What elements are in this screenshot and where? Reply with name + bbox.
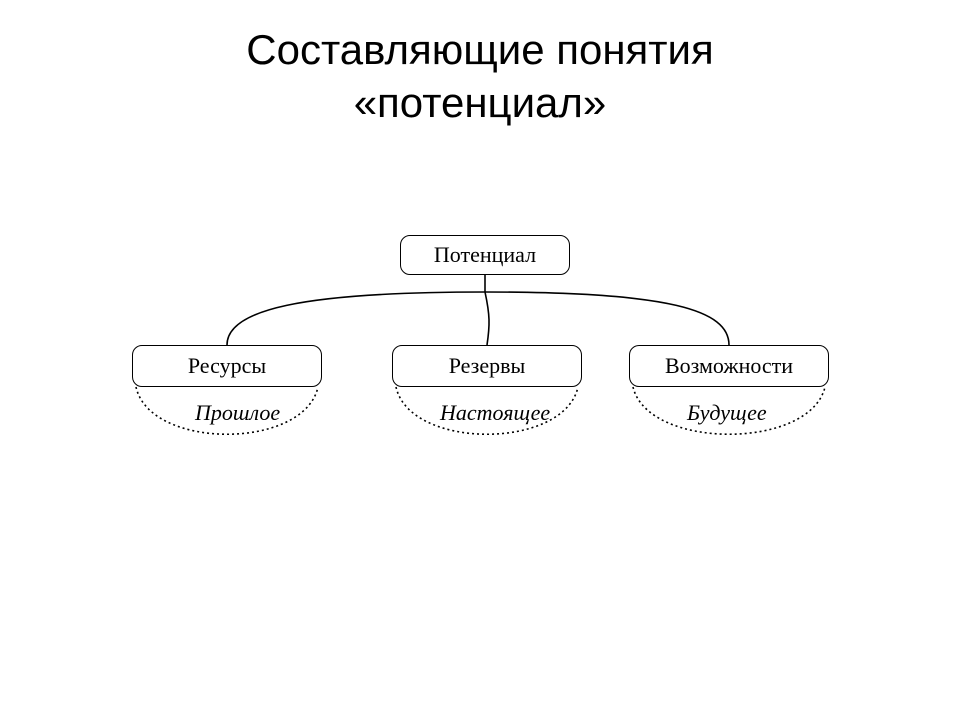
root-box: Потенциал	[400, 235, 570, 275]
sublabel-0-text: Прошлое	[195, 400, 280, 425]
fanout-middle	[485, 292, 489, 345]
diagram-container: Потенциал Ресурсы Резервы Возможности Пр…	[0, 230, 960, 550]
child-label-1: Резервы	[449, 353, 526, 379]
child-box-1: Резервы	[392, 345, 582, 387]
sublabel-0: Прошлое	[195, 400, 280, 426]
sublabel-2-text: Будущее	[687, 400, 767, 425]
fanout-curve	[227, 292, 729, 345]
slide-title: Составляющие понятия «потенциал»	[0, 0, 960, 129]
child-box-0: Ресурсы	[132, 345, 322, 387]
child-label-0: Ресурсы	[188, 353, 266, 379]
child-label-2: Возможности	[665, 353, 793, 379]
connectors-svg	[0, 230, 960, 550]
sublabel-2: Будущее	[687, 400, 767, 426]
root-label: Потенциал	[434, 242, 536, 268]
title-line-1: Составляющие понятия	[246, 26, 713, 73]
child-box-2: Возможности	[629, 345, 829, 387]
title-line-2: «потенциал»	[354, 79, 607, 126]
sublabel-1: Настоящее	[440, 400, 550, 426]
sublabel-1-text: Настоящее	[440, 400, 550, 425]
